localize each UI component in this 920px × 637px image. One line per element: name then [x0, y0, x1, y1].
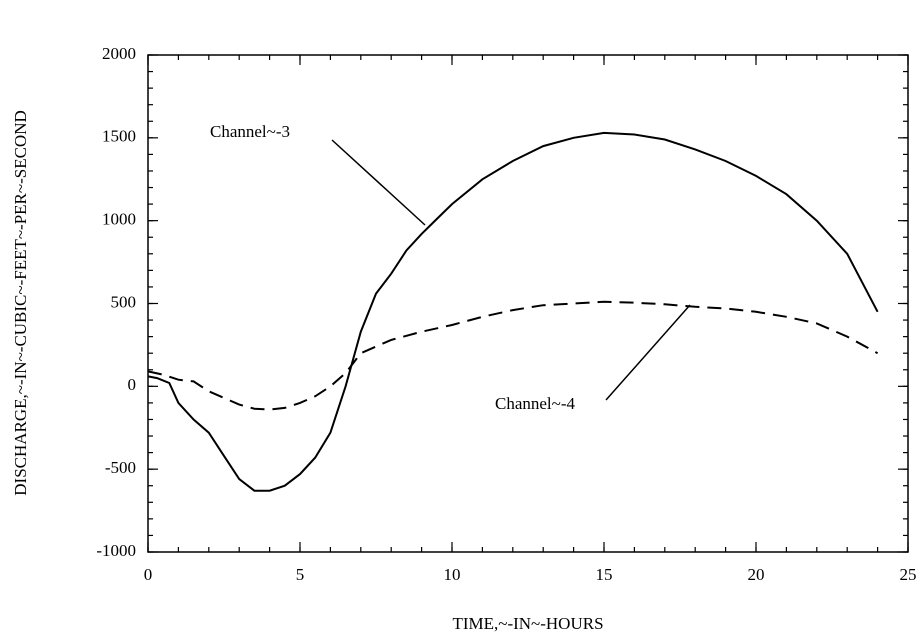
y-tick-label: -500: [105, 458, 136, 477]
series-line: [147, 131, 879, 492]
y-tick-label: 500: [111, 292, 137, 311]
x-axis-label: TIME,~-IN~-HOURS: [452, 614, 603, 633]
series-label: Channel~-4: [495, 394, 576, 413]
x-tick-label: 0: [144, 565, 153, 584]
label-pointer: [331, 139, 426, 226]
x-tick-label: 25: [900, 565, 917, 584]
y-tick-label: 1500: [102, 127, 136, 146]
y-tick-label: 2000: [102, 44, 136, 63]
label-pointer: [605, 304, 691, 401]
y-tick-label: 1000: [102, 210, 136, 229]
x-tick-label: 5: [296, 565, 305, 584]
y-tick-label: 0: [128, 375, 137, 394]
x-tick-label: 15: [596, 565, 613, 584]
y-tick-label: -1000: [96, 541, 136, 560]
x-tick-label: 10: [444, 565, 461, 584]
series-label: Channel~-3: [210, 122, 290, 141]
y-axis-label: DISCHARGE,~-IN~-CUBIC~-FEET~-PER~-SECOND: [11, 110, 30, 496]
x-tick-label: 20: [748, 565, 765, 584]
series-line: [147, 300, 879, 411]
